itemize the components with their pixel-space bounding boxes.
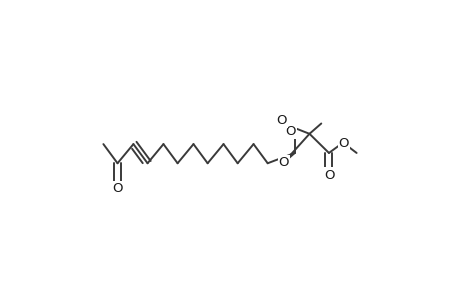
Text: O: O — [112, 182, 123, 195]
Text: O: O — [324, 169, 334, 182]
Text: O: O — [285, 125, 295, 138]
Text: O: O — [338, 137, 348, 150]
Text: O: O — [276, 114, 286, 127]
Text: O: O — [278, 156, 289, 169]
